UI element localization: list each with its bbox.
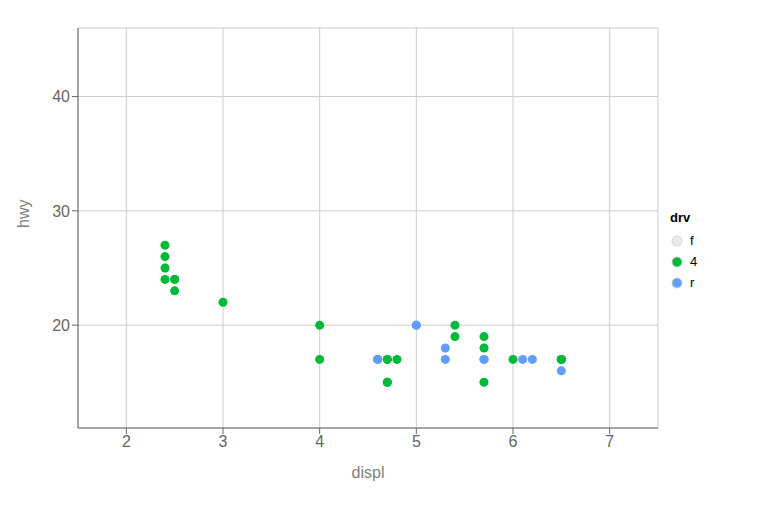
svg-text:3: 3 xyxy=(219,433,228,450)
svg-text:30: 30 xyxy=(52,203,70,220)
svg-text:hwy: hwy xyxy=(15,200,32,228)
svg-text:40: 40 xyxy=(52,88,70,105)
html-text:drv: drv xyxy=(670,210,691,225)
html-text:r: r xyxy=(690,275,695,290)
svg-text:6: 6 xyxy=(509,433,518,450)
svg-text:4: 4 xyxy=(315,433,324,450)
svg-text:5: 5 xyxy=(412,433,421,450)
svg-text:7: 7 xyxy=(605,433,614,450)
svg-text:2: 2 xyxy=(122,433,131,450)
svg-text:20: 20 xyxy=(52,317,70,334)
html-text:f: f xyxy=(690,233,694,248)
html-text:4: 4 xyxy=(690,254,698,269)
svg-text:displ: displ xyxy=(352,464,385,481)
